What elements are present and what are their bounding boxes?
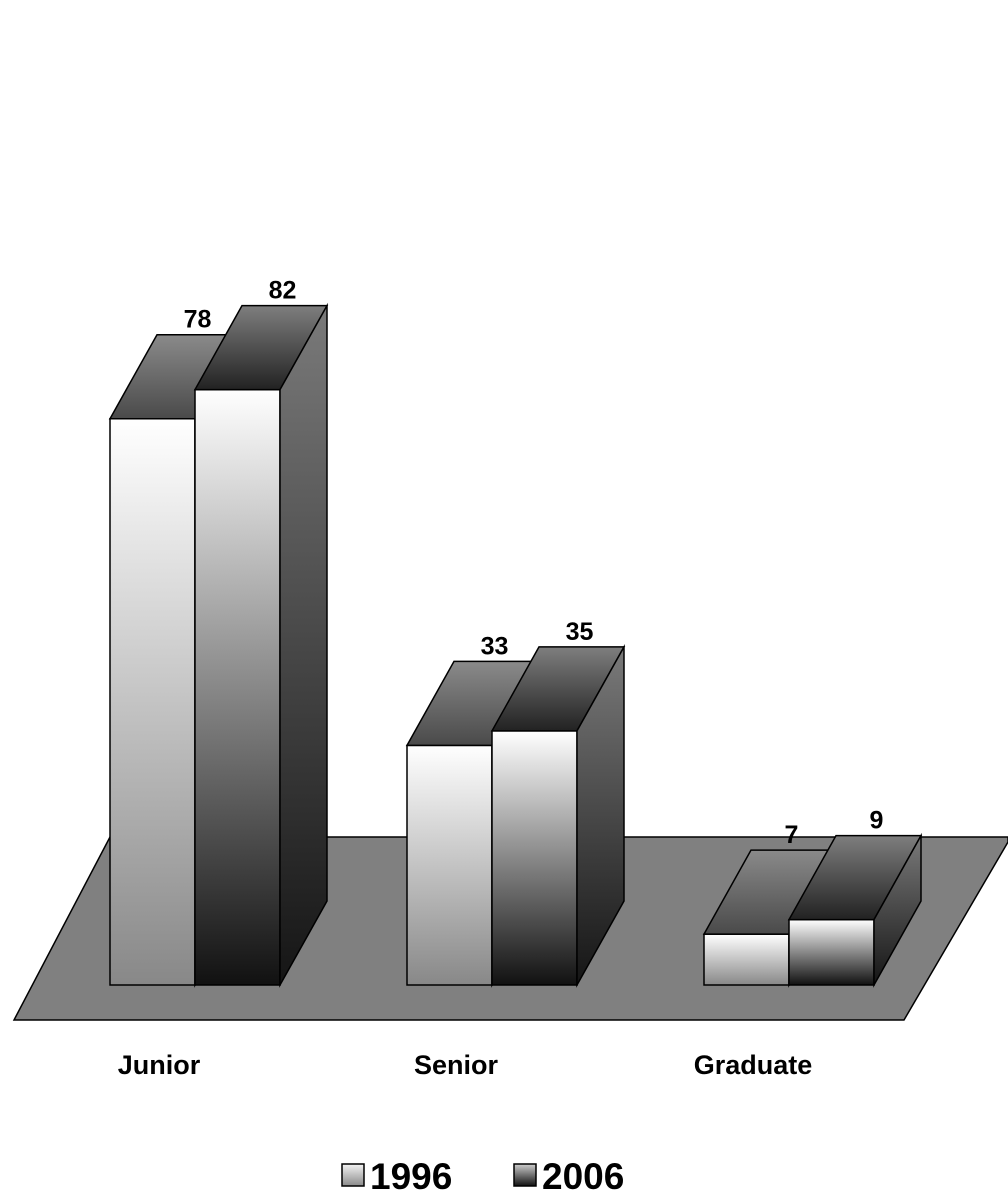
bar-junior-2006 xyxy=(193,302,329,988)
bar-side-face xyxy=(576,644,625,988)
bar-front-face xyxy=(194,388,281,986)
legend: 1996 2006 xyxy=(341,1156,624,1197)
data-label: 33 xyxy=(481,632,509,660)
legend-item-2006: 2006 xyxy=(513,1156,624,1197)
category-label-junior: Junior xyxy=(118,1050,201,1080)
bar-side-face xyxy=(279,302,328,988)
bar-front-face xyxy=(109,417,196,986)
bar-front-face xyxy=(788,918,875,986)
data-label: 82 xyxy=(269,277,297,305)
legend-item-1996: 1996 xyxy=(341,1156,452,1197)
legend-label: 2006 xyxy=(542,1156,624,1197)
legend-swatch xyxy=(513,1163,537,1187)
bar-front-face xyxy=(491,730,578,986)
bar-senior-2006 xyxy=(490,644,626,988)
category-label-senior: Senior xyxy=(414,1050,499,1080)
bar-front-face xyxy=(406,744,493,986)
data-label: 7 xyxy=(785,821,799,849)
data-label: 78 xyxy=(184,306,212,334)
data-label: 35 xyxy=(566,618,594,646)
bar-front-face xyxy=(703,933,790,986)
data-label: 9 xyxy=(870,807,884,835)
legend-swatch xyxy=(341,1163,365,1187)
legend-label: 1996 xyxy=(370,1156,452,1197)
bar-graduate-2006 xyxy=(787,832,923,988)
category-label-graduate: Graduate xyxy=(694,1050,813,1080)
bar-side-face xyxy=(873,832,922,988)
